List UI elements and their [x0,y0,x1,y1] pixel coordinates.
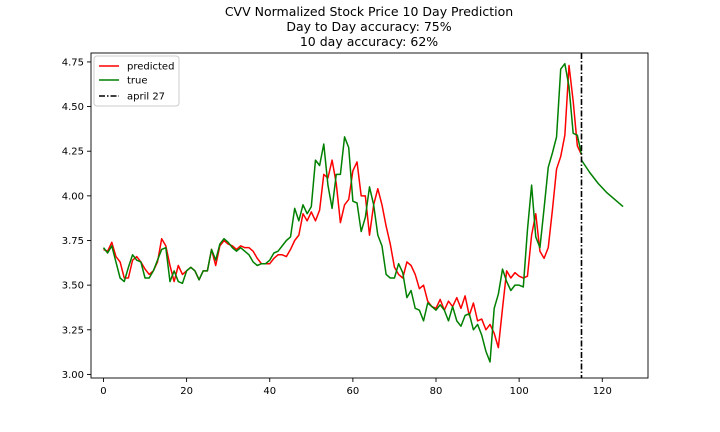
legend-label-predicted: predicted [127,62,174,73]
x-tick-label: 60 [347,386,360,397]
y-tick-label: 3.25 [62,325,84,336]
chart-title-line-1: CVV Normalized Stock Price 10 Day Predic… [225,4,513,19]
legend-label-true: true [127,76,148,87]
y-tick-label: 3.75 [62,236,84,247]
y-tick-label: 3.00 [62,370,84,381]
y-tick-label: 3.50 [62,281,84,292]
x-tick-label: 0 [100,386,106,397]
legend: predicted true april 27 [93,55,180,107]
legend-box [93,55,180,107]
x-tick-label: 120 [593,386,612,397]
y-tick-label: 4.25 [62,147,84,158]
x-tick-label: 100 [510,386,529,397]
chart-title-line-2: Day to Day accuracy: 75% [286,19,451,34]
x-tick-label: 20 [180,386,193,397]
series-line-forecast-2 [580,159,624,208]
legend-label-april-27: april 27 [127,92,165,103]
y-tick-label: 4.00 [62,191,84,202]
x-tick-label: 80 [430,386,443,397]
series-line-predicted [103,64,583,349]
plot-layer [102,53,624,378]
plot-frame [90,52,649,379]
x-tick-label: 40 [263,386,276,397]
y-tick-label: 4.50 [62,102,84,113]
y-tick-label: 4.75 [62,57,84,68]
series-line-true [102,62,583,363]
chart-title-line-3: 10 day accuracy: 62% [300,34,438,49]
axis-layer: 0 20 40 60 80 100 120 3.00 3.25 3.50 3.75 4.00 4.25 4… [62,52,649,397]
